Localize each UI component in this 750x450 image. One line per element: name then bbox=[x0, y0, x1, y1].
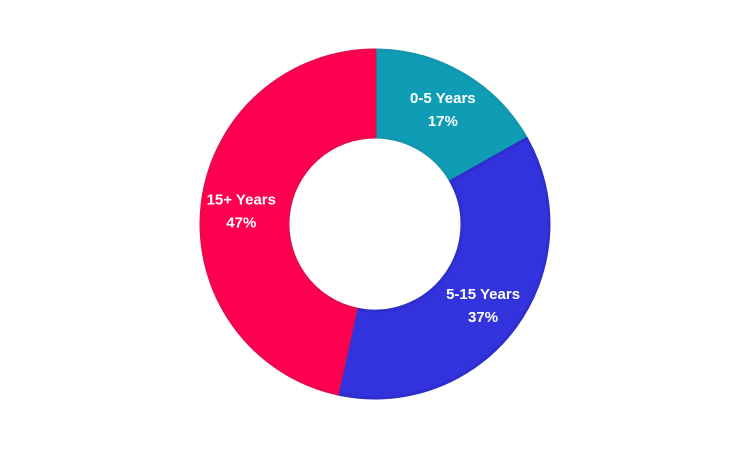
donut-labels: 0-5 Years 17% 5-15 Years 37% 15+ Years 47% bbox=[207, 90, 520, 326]
slice-label: 5-15 Years bbox=[446, 286, 520, 303]
slice-0-5-years bbox=[373, 48, 529, 183]
donut-slices bbox=[199, 48, 551, 400]
slice-5-15-years bbox=[335, 137, 551, 400]
slice-label: 15+ Years bbox=[207, 191, 276, 208]
slice-15-years bbox=[199, 48, 377, 396]
slice-value-label: 37% bbox=[468, 309, 498, 326]
slice-value-label: 47% bbox=[226, 214, 256, 231]
slice-value-label: 17% bbox=[428, 113, 458, 130]
slice-label: 0-5 Years bbox=[410, 90, 476, 107]
